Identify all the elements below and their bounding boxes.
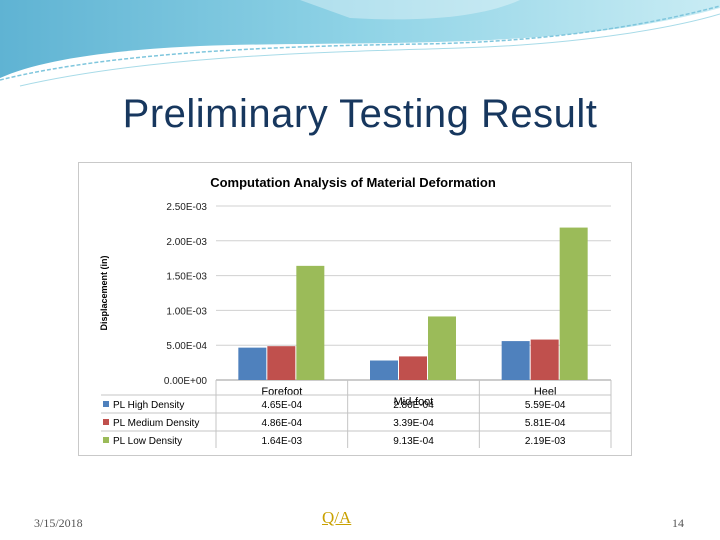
header-banner	[0, 0, 720, 87]
bar-pl-low-density	[296, 265, 325, 380]
y-tick-label: 1.50E-03	[166, 272, 207, 283]
bar-pl-high-density	[501, 341, 530, 380]
bar-pl-medium-density	[530, 339, 559, 380]
bar-pl-high-density	[238, 347, 267, 380]
legend-entry: PL High Density	[113, 400, 184, 411]
category-label: Mid-foot	[394, 396, 434, 408]
data-label: 5.59E-04	[525, 400, 566, 411]
y-axis-label: Displacement (in)	[99, 255, 109, 330]
legend-swatch	[103, 437, 109, 443]
data-label: 4.86E-04	[262, 418, 303, 429]
y-tick-label: 2.50E-03	[166, 202, 207, 213]
page-number: 14	[672, 516, 684, 530]
qa-link[interactable]: Q/A	[322, 508, 352, 527]
slide-title: Preliminary Testing Result	[122, 92, 598, 136]
slide-date: 3/15/2018	[34, 516, 83, 530]
bar-pl-low-density	[559, 227, 588, 380]
data-label: 2.80E-04	[393, 400, 434, 411]
data-label: 2.19E-03	[525, 436, 566, 447]
y-tick-label: 2.00E-03	[166, 237, 207, 248]
legend-swatch	[103, 401, 109, 407]
category-label: Forefoot	[261, 386, 302, 398]
y-tick-label: 1.00E-03	[166, 306, 207, 317]
category-label: Heel	[534, 386, 557, 398]
y-tick-label: 5.00E-04	[166, 341, 207, 352]
bar-pl-medium-density	[399, 356, 427, 380]
y-tick-label: 0.00E+00	[164, 376, 208, 387]
chart-container: Computation Analysis of Material Deforma…	[78, 162, 632, 456]
data-label: 4.65E-04	[262, 400, 303, 411]
chart-title: Computation Analysis of Material Deforma…	[210, 175, 496, 190]
bar-pl-medium-density	[267, 346, 296, 380]
data-label: 9.13E-04	[393, 436, 434, 447]
data-label: 1.64E-03	[262, 436, 303, 447]
bar-chart: Computation Analysis of Material Deforma…	[99, 175, 612, 448]
bar-pl-high-density	[370, 360, 398, 380]
data-label: 3.39E-04	[393, 418, 434, 429]
legend-swatch	[103, 419, 109, 425]
legend-entry: PL Medium Density	[113, 418, 199, 429]
legend-entry: PL Low Density	[113, 436, 182, 447]
data-label: 5.81E-04	[525, 418, 566, 429]
bar-pl-low-density	[428, 316, 456, 380]
